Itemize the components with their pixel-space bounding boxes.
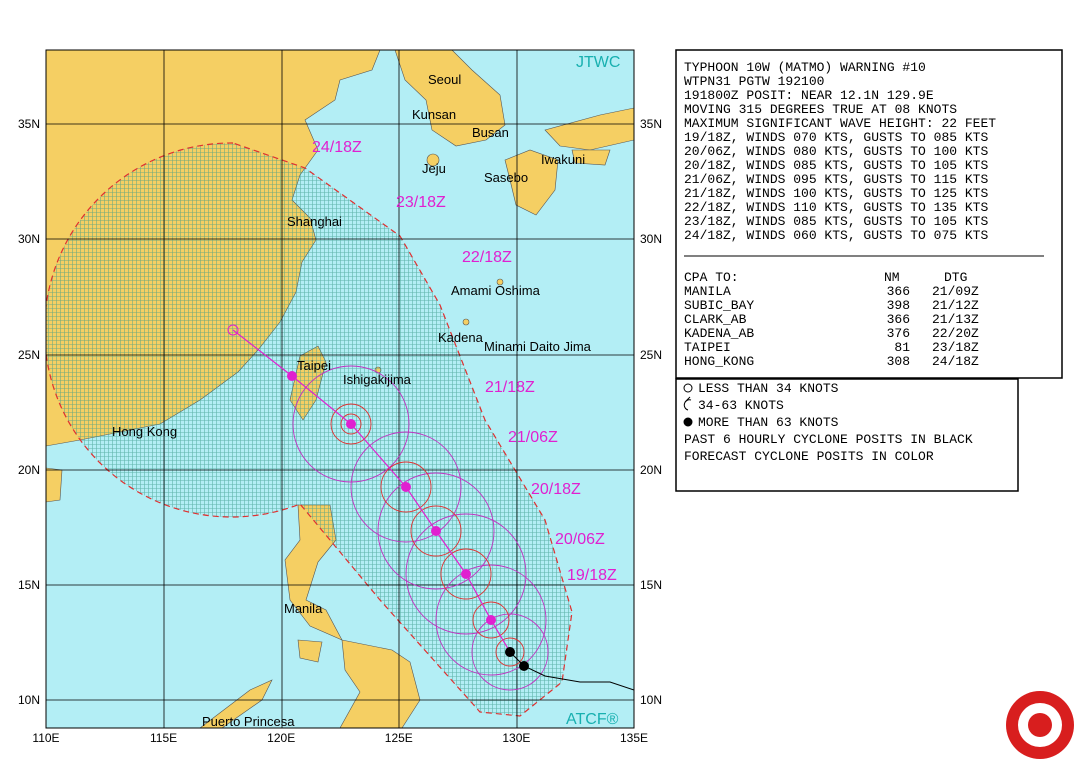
warning-line: 21/18Z, WINDS 100 KTS, GUSTS TO 125 KTS	[684, 186, 988, 201]
place-name: Hong Kong	[112, 424, 177, 439]
warning-line: 19/18Z, WINDS 070 KTS, GUSTS TO 085 KTS	[684, 130, 988, 145]
latitude-label: 30N	[640, 232, 662, 246]
warning-line: 21/06Z, WINDS 095 KTS, GUSTS TO 115 KTS	[684, 172, 988, 187]
place-name: Kadena	[438, 330, 484, 345]
legend-item: 34-63 KNOTS	[698, 398, 784, 413]
cpa-distance: 398	[887, 298, 910, 313]
forecast-time-label: 19/18Z	[567, 567, 617, 584]
cpa-time: 21/09Z	[932, 284, 979, 299]
cpa-time: 22/20Z	[932, 326, 979, 341]
legend-item: LESS THAN 34 KNOTS	[698, 381, 839, 396]
wind-radii	[292, 365, 549, 691]
latitude-label: 15N	[640, 578, 662, 592]
map: JTWC ATCF® Seoul Kunsan Busan Jeju Iwakuni Sase…	[46, 50, 634, 729]
latitude-label: 20N	[640, 463, 662, 477]
cpa-place: TAIPEI	[684, 340, 731, 355]
longitude-label: 130E	[502, 731, 530, 745]
place-name: Minami Daito Jima	[484, 339, 592, 354]
axis-labels: 35N 35N 30N 30N 25N 25N 20N 20N 15N 15N 10N 10N 110E…	[18, 117, 662, 745]
cpa-header: CPA TO:	[684, 270, 739, 285]
cpa-time: 24/18Z	[932, 354, 979, 369]
cpa-header: DTG	[944, 270, 967, 285]
cpa-time: 21/13Z	[932, 312, 979, 327]
forecast-time-label: 20/18Z	[531, 481, 581, 498]
latitude-label: 25N	[640, 348, 662, 362]
graticule	[46, 50, 634, 728]
warning-line: MAXIMUM SIGNIFICANT WAVE HEIGHT: 22 FEET	[684, 116, 996, 131]
place-name: Sasebo	[484, 170, 528, 185]
place-name: Jeju	[422, 161, 446, 176]
forecast-time-label: 20/06Z	[555, 531, 605, 548]
legend-box	[675, 378, 1019, 492]
legend-item: MORE THAN 63 KNOTS	[698, 415, 839, 430]
cpa-distance: 366	[887, 284, 910, 299]
longitude-label: 115E	[150, 731, 177, 745]
cpa-header: NM	[884, 270, 900, 285]
latitude-label: 20N	[18, 463, 40, 477]
warning-line: 22/18Z, WINDS 110 KTS, GUSTS TO 135 KTS	[684, 200, 988, 215]
latitude-label: 10N	[640, 693, 662, 707]
cpa-distance: 366	[887, 312, 910, 327]
cpa-distance: 308	[887, 354, 910, 369]
warning-line: TYPHOON 10W (MATMO) WARNING #10	[684, 60, 926, 75]
cpa-distance: 376	[887, 326, 910, 341]
cpa-place: MANILA	[684, 284, 731, 299]
place-name: Ishigakijima	[343, 372, 412, 387]
legend-symbols	[683, 383, 693, 427]
cpa-place: SUBIC_BAY	[684, 298, 754, 313]
legend-item: PAST 6 HOURLY CYCLONE POSITS IN BLACK	[684, 432, 973, 447]
warning-line: 20/18Z, WINDS 085 KTS, GUSTS TO 105 KTS	[684, 158, 988, 173]
forecast-time-label: 22/18Z	[462, 249, 512, 266]
forecast-time-label: 23/18Z	[396, 194, 446, 211]
place-name: Amami Oshima	[451, 283, 541, 298]
legend-item: FORECAST CYCLONE POSITS IN COLOR	[684, 449, 934, 464]
longitude-label: 135E	[620, 731, 648, 745]
map-labels: JTWC ATCF® Seoul Kunsan Busan Jeju Iwakuni Sase…	[112, 54, 620, 729]
longitude-label: 125E	[385, 731, 413, 745]
jtwc-logo	[1006, 691, 1074, 759]
forecast-time-label: 21/18Z	[485, 379, 535, 396]
forecast-time-label: 24/18Z	[312, 139, 362, 156]
place-name: Seoul	[428, 72, 461, 87]
place-name: Busan	[472, 125, 509, 140]
warning-box	[675, 49, 1063, 379]
cpa-time: 21/12Z	[932, 298, 979, 313]
cpa-place: KADENA_AB	[684, 326, 754, 341]
warning-line: 20/06Z, WINDS 080 KTS, GUSTS TO 100 KTS	[684, 144, 988, 159]
warning-line: 191800Z POSIT: NEAR 12.1N 129.9E	[684, 88, 934, 103]
place-name: Kunsan	[412, 107, 456, 122]
cpa-distance: 81	[894, 340, 910, 355]
latitude-label: 10N	[18, 693, 40, 707]
warning-line: MOVING 315 DEGREES TRUE AT 08 KNOTS	[684, 102, 957, 117]
storm-track	[227, 324, 634, 691]
place-name: Taipei	[297, 358, 331, 373]
cpa-place: CLARK_AB	[684, 312, 747, 327]
latitude-label: 35N	[18, 117, 40, 131]
place-name: Puerto Princesa	[202, 714, 295, 729]
latitude-label: 30N	[18, 232, 40, 246]
longitude-label: 120E	[267, 731, 295, 745]
cpa-place: HONG_KONG	[684, 354, 754, 369]
place-name: Shanghai	[287, 214, 342, 229]
map-frame	[45, 49, 635, 729]
longitude-label: 110E	[32, 731, 59, 745]
forecast-time-label: 21/06Z	[508, 429, 558, 446]
warning-line: 23/18Z, WINDS 085 KTS, GUSTS TO 105 KTS	[684, 214, 988, 229]
latitude-label: 15N	[18, 578, 40, 592]
cpa-time: 23/18Z	[932, 340, 979, 355]
jtwc-label: JTWC	[576, 54, 620, 71]
danger-area	[46, 142, 573, 717]
place-name: Iwakuni	[541, 152, 585, 167]
warning-line: WTPN31 PGTW 192100	[684, 74, 824, 89]
place-name: Manila	[284, 601, 323, 616]
latitude-label: 25N	[18, 348, 40, 362]
warning-line: 24/18Z, WINDS 060 KTS, GUSTS TO 075 KTS	[684, 228, 988, 243]
latitude-label: 35N	[640, 117, 662, 131]
atcf-label: ATCF®	[566, 711, 619, 728]
